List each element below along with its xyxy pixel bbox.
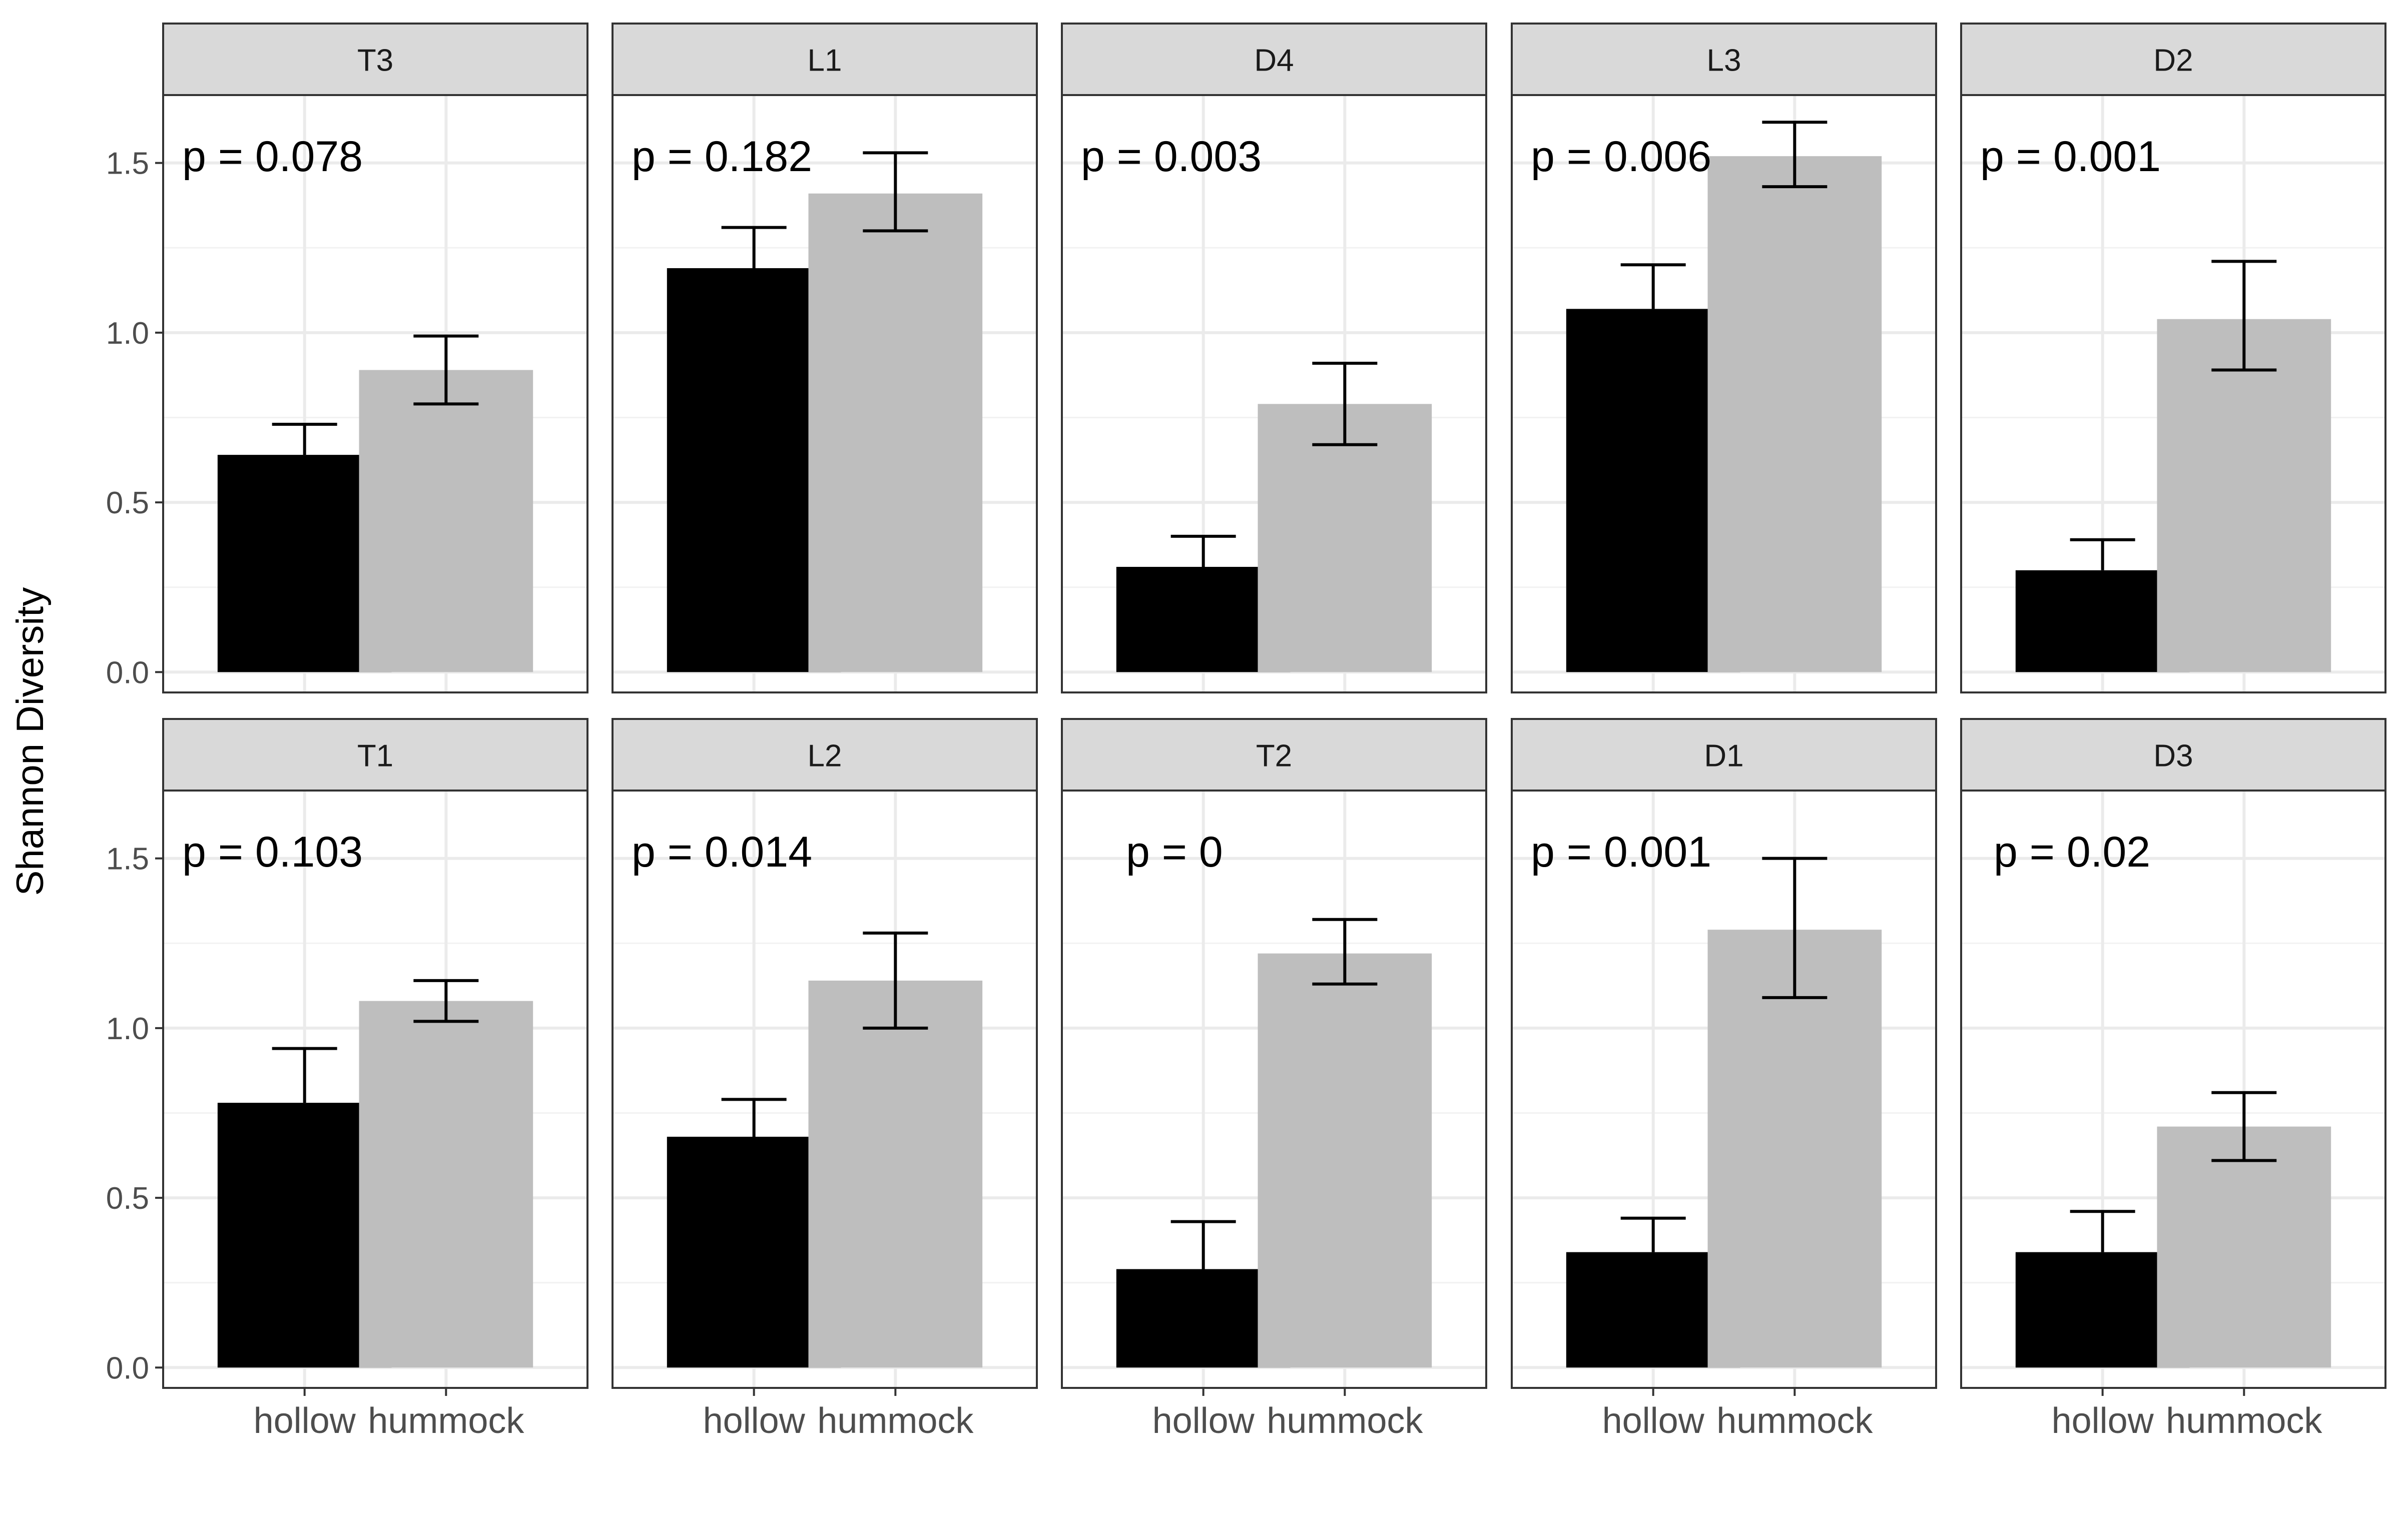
x-tick-label: hollow xyxy=(1152,1401,1255,1441)
panel-d3: D3 p = 0.02 hollow hummock xyxy=(1960,718,2386,1441)
bar-hummock xyxy=(2157,319,2331,672)
x-tick-label: hummock xyxy=(1716,1401,1873,1441)
panel-border xyxy=(162,94,588,693)
y-tick-label: 1.0 xyxy=(106,1012,149,1046)
bar-hummock xyxy=(1707,156,1882,672)
p-value-annotation: p = 0.003 xyxy=(1081,133,1262,181)
p-value-annotation: p = 0.103 xyxy=(182,828,363,876)
x-tick-label: hollow xyxy=(254,1401,356,1441)
y-tick-label: 0.5 xyxy=(106,486,149,520)
bar-hummock xyxy=(2157,1126,2331,1368)
panel-border xyxy=(1511,94,1937,693)
bar-hummock xyxy=(808,193,983,672)
panel-l1: L1 p = 0.182 xyxy=(612,23,1038,693)
panel-d2: D2 p = 0.001 xyxy=(1960,23,2386,693)
y-tick-label: 0.0 xyxy=(106,1351,149,1385)
p-value-annotation: p = 0.006 xyxy=(1531,133,1711,181)
bar-hummock xyxy=(359,1001,533,1368)
facet-strip xyxy=(1511,718,1937,792)
y-tick-label: 0.0 xyxy=(106,655,149,690)
facet-label: D3 xyxy=(2153,739,2193,774)
x-tick-label: hummock xyxy=(2166,1401,2322,1441)
bar-hummock xyxy=(808,980,983,1368)
x-tick-label: hollow xyxy=(1602,1401,1705,1441)
facet-label: D4 xyxy=(1254,44,1294,78)
y-tick-label: 0.5 xyxy=(106,1181,149,1216)
panel-d1: D1 p = 0.001 hollow hummock xyxy=(1511,718,1937,1441)
panels-layer: T3 p = 0.078 0.0 0.5 1.0 1.5 L1 p = 0.182 D4 p = … xyxy=(106,23,2386,1441)
facet-strip xyxy=(1061,23,1487,96)
facet-strip xyxy=(162,718,588,792)
bar-hummock xyxy=(359,370,533,672)
panel-t1: T1 p = 0.103 0.0 0.5 1.0 1.5 hollow hummock xyxy=(106,718,588,1441)
x-tick-label: hollow xyxy=(2052,1401,2154,1441)
x-tick-label: hummock xyxy=(817,1401,974,1441)
facet-label: D1 xyxy=(1704,739,1743,774)
facet-label: L3 xyxy=(1707,44,1741,78)
facet-label: T2 xyxy=(1256,739,1292,774)
y-tick-label: 1.0 xyxy=(106,316,149,351)
facet-strip xyxy=(1061,718,1487,792)
p-value-annotation: p = 0.078 xyxy=(182,133,363,181)
p-value-annotation: p = 0.182 xyxy=(632,133,812,181)
p-value-annotation: p = 0.014 xyxy=(632,828,812,876)
panel-border xyxy=(612,790,1038,1389)
facet-strip xyxy=(162,23,588,96)
panel-border xyxy=(1960,790,2386,1389)
panel-l3: L3 p = 0.006 xyxy=(1511,23,1937,693)
x-tick-label: hummock xyxy=(368,1401,524,1441)
panel-t3: T3 p = 0.078 0.0 0.5 1.0 1.5 xyxy=(106,23,588,693)
facet-strip xyxy=(1960,23,2386,96)
bar-hummock xyxy=(1258,953,1432,1368)
y-axis-title: Shannon Diversity xyxy=(9,587,52,896)
p-value-annotation: p = 0.001 xyxy=(1531,828,1711,876)
facet-label: T1 xyxy=(357,739,393,774)
panel-t2: T2 p = 0 hollow hummock xyxy=(1061,718,1487,1441)
panel-l2: L2 p = 0.014 hollow hummock xyxy=(612,718,1038,1441)
facet-strip xyxy=(1511,23,1937,96)
p-value-annotation: p = 0 xyxy=(1126,828,1223,876)
bar-hummock xyxy=(1707,930,1882,1368)
facet-label: D2 xyxy=(2153,44,2193,78)
panel-border xyxy=(1061,94,1487,693)
y-tick-label: 1.5 xyxy=(106,842,149,877)
facet-label: L2 xyxy=(808,739,842,774)
p-value-annotation: p = 0.001 xyxy=(1980,133,2161,181)
facet-strip xyxy=(612,23,1038,96)
bar-hummock xyxy=(1258,404,1432,672)
y-tick-label: 1.5 xyxy=(106,147,149,181)
panel-border xyxy=(612,94,1038,693)
panel-d4: D4 p = 0.003 xyxy=(1061,23,1487,693)
panel-border xyxy=(1511,790,1937,1389)
x-tick-label: hollow xyxy=(703,1401,806,1441)
x-tick-label: hummock xyxy=(1267,1401,1423,1441)
facet-label: L1 xyxy=(808,44,842,78)
panel-border xyxy=(162,790,588,1389)
p-value-annotation: p = 0.02 xyxy=(1994,828,2150,876)
panel-border xyxy=(1960,94,2386,693)
facet-strip xyxy=(612,718,1038,792)
facet-label: T3 xyxy=(357,44,393,78)
panel-border xyxy=(1061,790,1487,1389)
